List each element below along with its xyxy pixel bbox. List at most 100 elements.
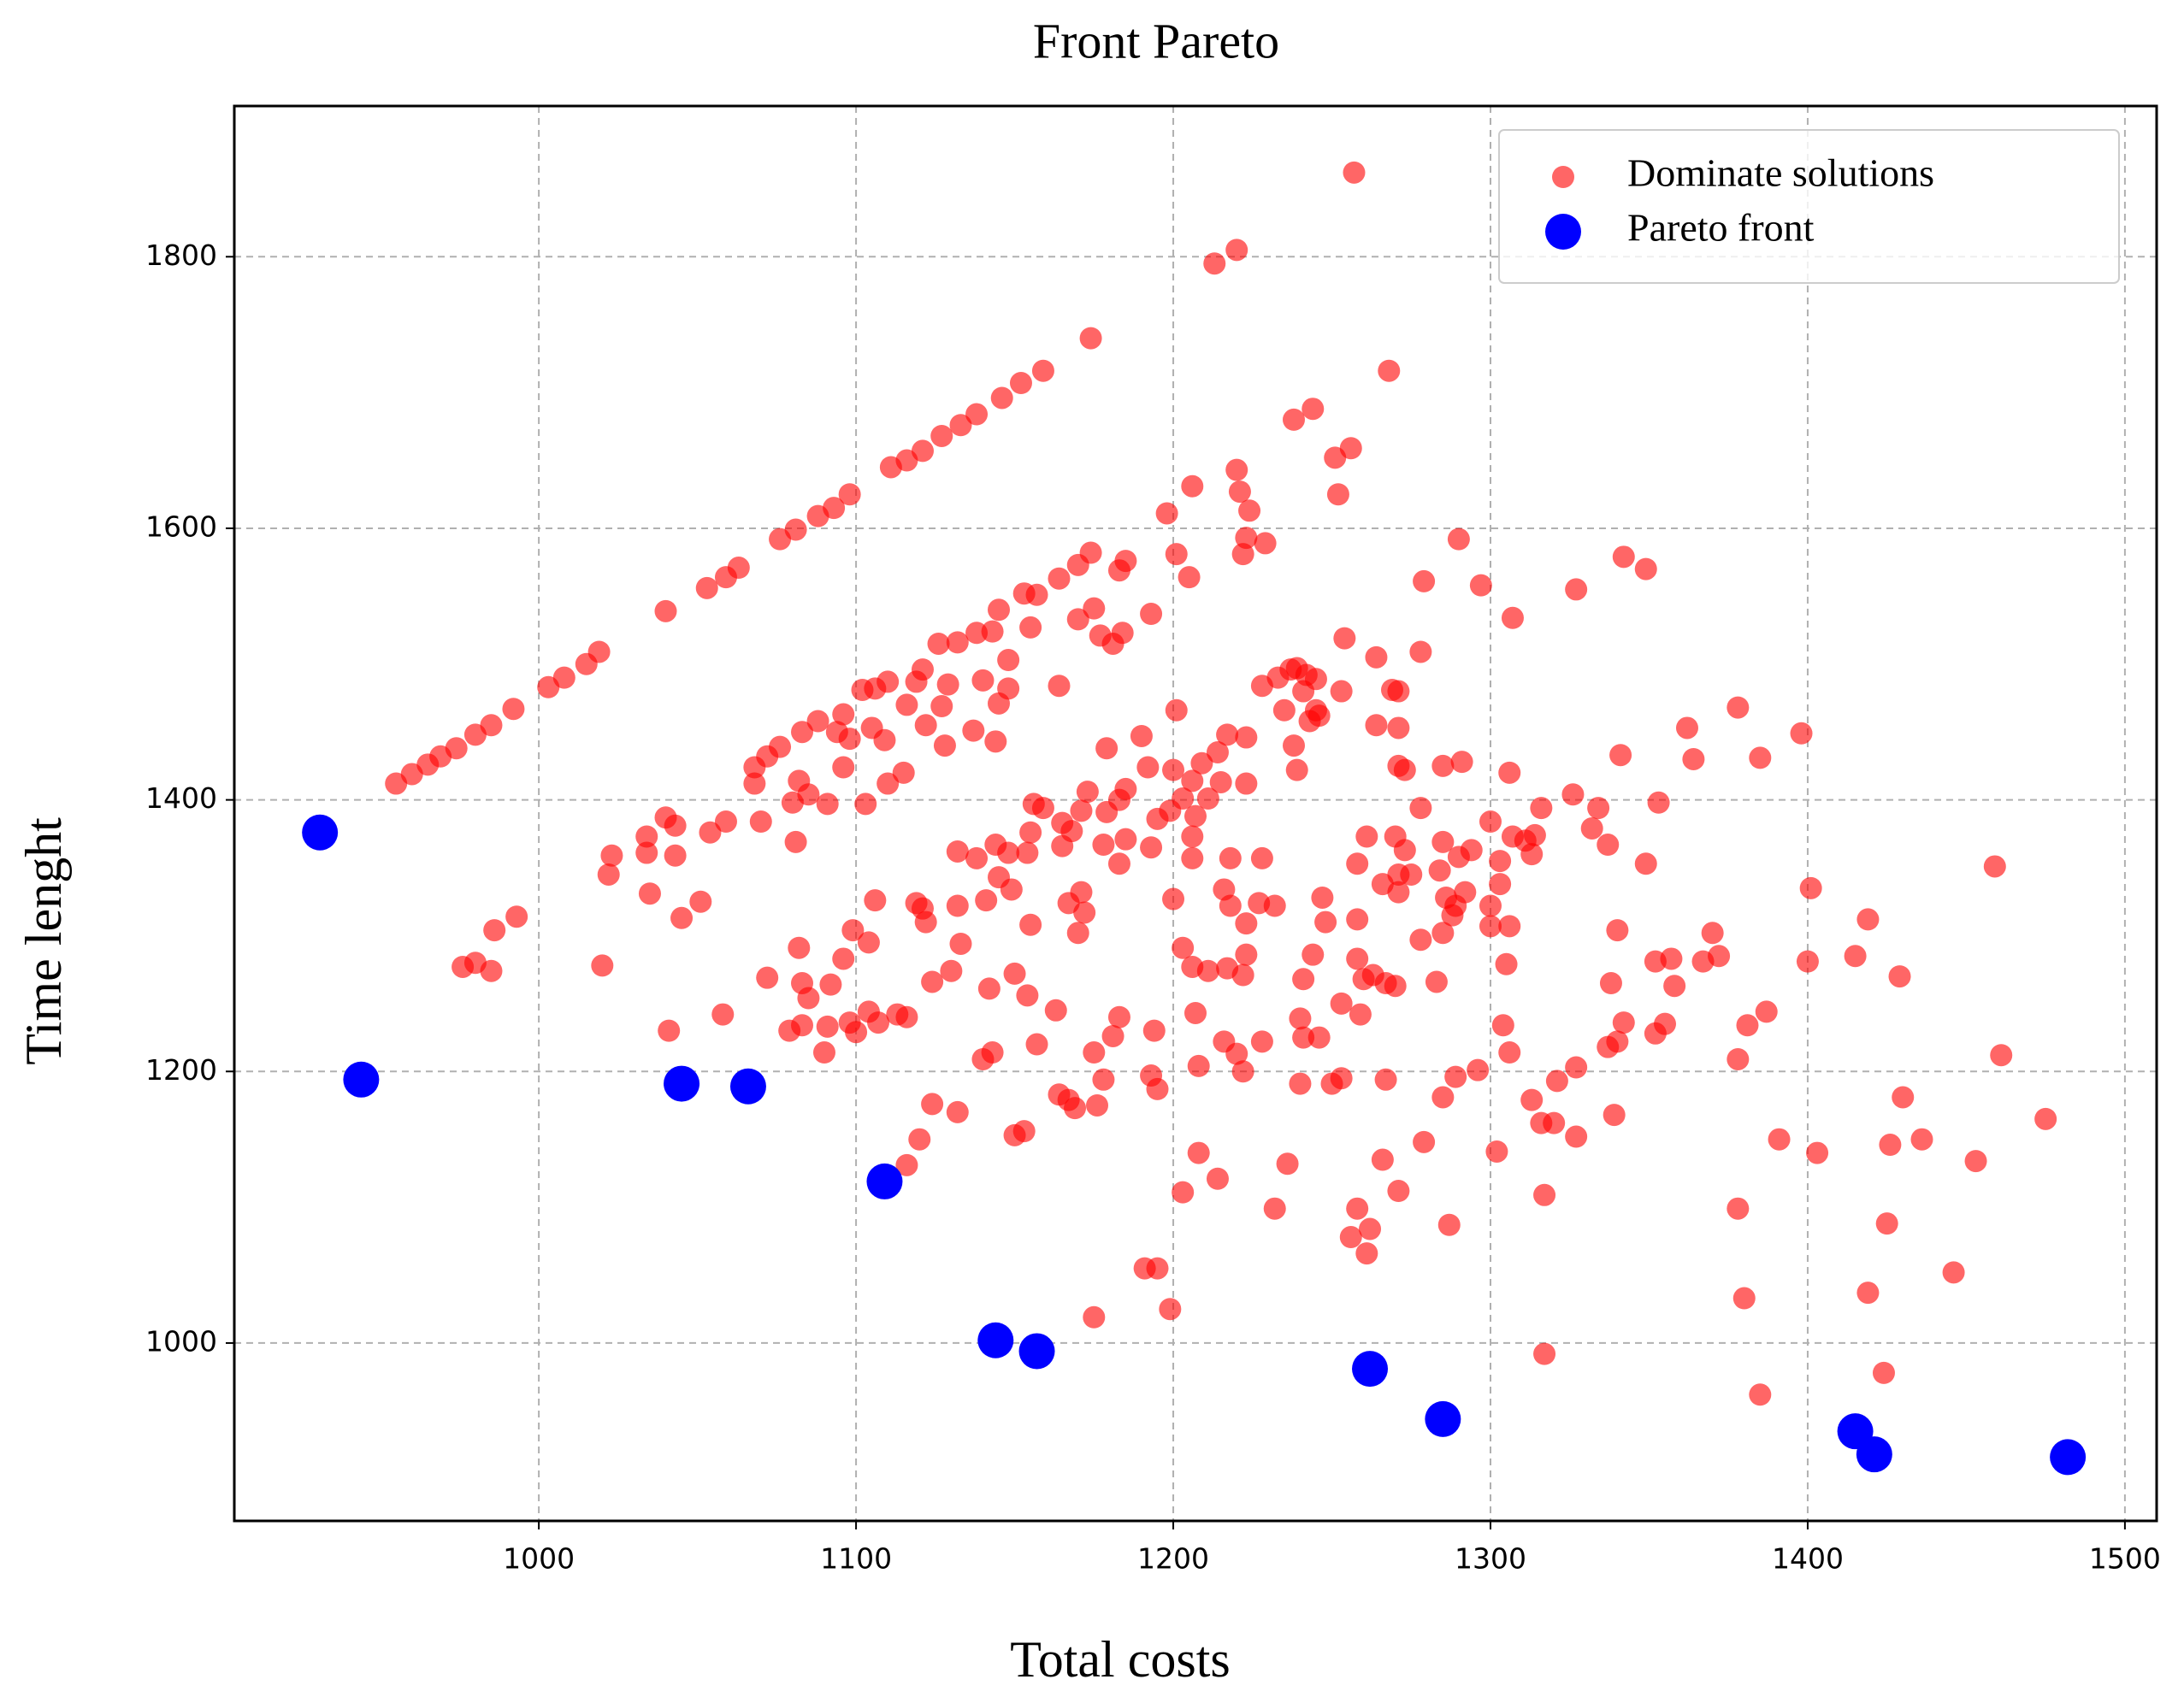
point — [1708, 945, 1731, 968]
point — [1355, 825, 1378, 848]
point — [1064, 1097, 1087, 1120]
point — [962, 719, 985, 742]
point — [1387, 680, 1410, 703]
point — [921, 970, 944, 993]
point — [1844, 945, 1867, 968]
point — [832, 947, 855, 970]
point — [664, 814, 687, 837]
point — [591, 954, 614, 977]
point — [857, 931, 880, 954]
point — [1441, 904, 1464, 927]
point — [664, 1065, 700, 1102]
point — [1413, 1130, 1436, 1153]
point — [930, 424, 953, 447]
point — [1580, 816, 1603, 840]
point — [965, 846, 989, 869]
point — [1346, 908, 1369, 931]
point — [1051, 834, 1074, 857]
point — [1365, 714, 1388, 737]
point — [1159, 1298, 1182, 1321]
x-tick-label: 1300 — [1455, 1542, 1526, 1576]
point — [1326, 483, 1349, 506]
point — [892, 761, 915, 784]
point — [1095, 737, 1119, 760]
point — [1479, 810, 1502, 834]
point — [1409, 797, 1432, 820]
y-tick-label: 1200 — [145, 1053, 217, 1087]
point — [1749, 746, 1772, 769]
point — [1856, 1282, 1880, 1305]
point — [1019, 821, 1042, 844]
point — [1599, 972, 1622, 995]
point — [1250, 1030, 1273, 1053]
point — [664, 844, 687, 867]
point — [1263, 1197, 1286, 1220]
point — [1520, 1088, 1544, 1111]
point — [1523, 823, 1546, 846]
point — [1219, 846, 1242, 869]
point — [756, 966, 779, 989]
point — [1101, 1024, 1124, 1047]
point — [743, 756, 766, 779]
point — [1431, 922, 1455, 945]
point — [1606, 919, 1629, 942]
point — [797, 987, 820, 1010]
point — [1634, 852, 1657, 875]
point — [1675, 716, 1698, 740]
point — [1727, 696, 1750, 719]
point — [552, 666, 576, 689]
point — [1856, 908, 1880, 931]
point — [1140, 836, 1163, 859]
point — [1272, 698, 1296, 722]
point — [1378, 359, 1401, 382]
y-tick-label: 1000 — [145, 1324, 217, 1358]
point — [1282, 734, 1305, 757]
point — [1790, 722, 1813, 745]
point — [1231, 963, 1254, 987]
point — [1425, 1400, 1461, 1437]
point — [1162, 887, 1185, 910]
point — [1181, 474, 1204, 498]
point — [1856, 1436, 1892, 1473]
point — [1749, 1383, 1772, 1406]
point — [981, 620, 1004, 643]
point — [851, 678, 874, 701]
point — [1799, 876, 1822, 899]
point — [1302, 943, 1325, 966]
legend-label: Pareto front — [1627, 206, 1815, 250]
point — [1324, 446, 1347, 469]
point — [1031, 797, 1054, 820]
x-tick-label: 1500 — [2089, 1542, 2161, 1576]
point — [990, 386, 1013, 410]
point — [1196, 787, 1219, 810]
point — [1107, 852, 1130, 875]
point — [905, 670, 928, 693]
x-tick-label: 1000 — [503, 1542, 575, 1576]
point — [1203, 252, 1226, 275]
point — [1285, 758, 1308, 781]
point — [1755, 1000, 1778, 1023]
point — [1597, 834, 1620, 857]
point — [1437, 1213, 1461, 1236]
point — [1016, 984, 1039, 1007]
y-tick-label: 1400 — [145, 781, 217, 815]
point — [1682, 747, 1705, 770]
point — [1073, 901, 1096, 924]
point — [784, 518, 807, 541]
point — [1565, 1125, 1588, 1148]
point — [1285, 657, 1308, 680]
point — [1495, 952, 1518, 975]
point — [2034, 1107, 2057, 1130]
point — [988, 598, 1011, 622]
point — [505, 905, 528, 928]
point — [895, 1005, 918, 1028]
point — [1184, 804, 1207, 828]
plot-frame — [233, 104, 2158, 1523]
point — [1225, 239, 1248, 262]
point — [1565, 1056, 1588, 1079]
legend-box — [1498, 129, 2120, 284]
point — [1165, 698, 1188, 722]
point — [1302, 398, 1325, 421]
point — [908, 1128, 931, 1151]
point — [1292, 1026, 1315, 1049]
